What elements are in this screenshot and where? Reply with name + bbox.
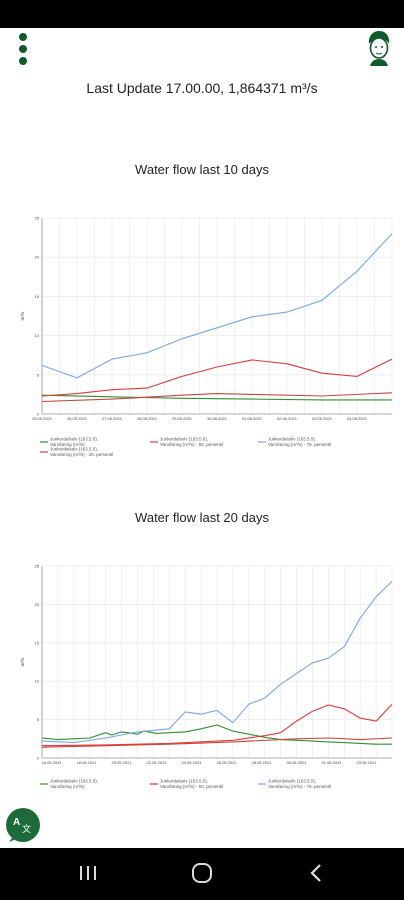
x-tick-label: 28.05.2021 — [252, 760, 273, 765]
legend-entry: Junkerdalselv (163.5.0), — [268, 779, 316, 784]
legend-entry: Vannføring (m³/s) - 75. persentil — [268, 442, 331, 447]
legend-entry: Vannføring (m³/s) — [50, 442, 85, 447]
x-tick-label: 03.06.2021 — [312, 416, 333, 421]
x-tick-label: 01.06.2021 — [322, 760, 343, 765]
x-tick-label: 02.06.2021 — [277, 416, 298, 421]
legend-entry: Vannføring (m³/s) — [50, 784, 85, 789]
translate-icon: A 文 — [9, 817, 31, 842]
x-tick-label: 26.05.2021 — [217, 760, 238, 765]
svg-text:文: 文 — [22, 823, 31, 835]
x-tick-label: 03.06.2021 — [357, 760, 378, 765]
x-tick-label: 27.05.2021 — [102, 416, 123, 421]
x-tick-label: 30.05.2021 — [287, 760, 308, 765]
x-tick-label: 30.05.2021 — [207, 416, 228, 421]
chart-title-20-days: Water flow last 20 days — [135, 510, 269, 525]
x-tick-label: 26.05.2021 — [67, 416, 88, 421]
app-screen: Last Update 17.00.00, 1,864371 m³/s Wate… — [0, 28, 404, 848]
y-tick-label: 5 — [37, 717, 40, 722]
x-tick-label: 29.05.2021 — [172, 416, 193, 421]
series-line-3 — [41, 737, 393, 748]
y-tick-label: 25 — [35, 216, 40, 221]
legend-entry: Vannføring (m³/s) - 75. persentil — [268, 784, 331, 789]
x-tick-label: 20.05.2021 — [112, 760, 133, 765]
legend-entry: Junkerdalselv (163.5.0), — [50, 779, 98, 784]
series-line-3 — [41, 392, 393, 403]
series-line-1 — [41, 703, 393, 747]
y-tick-label: 0 — [37, 756, 40, 761]
x-tick-label: 24.05.2021 — [182, 760, 203, 765]
series-line-2 — [41, 233, 393, 379]
series-line-0 — [41, 724, 392, 745]
y-tick-label: 0 — [37, 412, 40, 417]
x-tick-label: 04.06.2021 — [347, 416, 368, 421]
home-icon[interactable] — [182, 860, 222, 888]
x-tick-label: 25.05.2021 — [32, 416, 53, 421]
chart-title-10-days: Water flow last 10 days — [135, 162, 269, 177]
series-line-1 — [41, 358, 393, 397]
series-line-2 — [41, 581, 393, 744]
svg-text:A: A — [13, 817, 20, 828]
y-tick-label: 5 — [37, 372, 40, 377]
legend-entry: Vannføring (m³/s) - 50. persentil — [160, 442, 223, 447]
legend-entry: Junkerdalselv (163.5.0), — [160, 437, 208, 442]
user-avatar-icon[interactable] — [364, 30, 394, 66]
y-tick-label: 15 — [35, 294, 40, 299]
x-tick-label: 22.05.2021 — [147, 760, 168, 765]
x-tick-label: 28.05.2021 — [137, 416, 158, 421]
y-axis-label: m³/s — [20, 311, 25, 320]
y-tick-label: 10 — [35, 333, 40, 338]
back-icon[interactable] — [296, 860, 336, 888]
legend-entry: Junkerdalselv (163.5.0), — [50, 447, 98, 452]
legend-entry: Vannføring (m³/s) - 50. persentil — [160, 784, 223, 789]
y-tick-label: 20 — [35, 602, 40, 607]
legend-entry: Junkerdalselv (163.5.0), — [160, 779, 208, 784]
chart-water-flow-10-days: 0 5 10 15 20 25 m³/s 25.05.2021 26.05.2021 27.05.… — [20, 216, 393, 457]
recent-apps-icon[interactable] — [68, 860, 108, 888]
y-tick-label: 25 — [35, 564, 40, 569]
legend-entry: Vannføring (m³/s) - 25. persentil — [50, 452, 113, 457]
y-tick-label: 10 — [35, 679, 40, 684]
chart-water-flow-20-days: 0 5 10 15 20 25 m³/s 16.05.2021 18.05.2021 20.05.… — [20, 564, 393, 789]
legend-entry: Junkerdalselv (163.5.0), — [268, 437, 316, 442]
y-tick-label: 15 — [35, 640, 40, 645]
more-vertical-icon[interactable] — [12, 32, 36, 66]
x-tick-label: 18.05.2021 — [77, 760, 98, 765]
series-line-0 — [41, 394, 392, 401]
status-bar — [0, 0, 404, 28]
translate-button[interactable]: A 文 — [6, 808, 40, 842]
system-nav-bar — [0, 848, 404, 900]
y-axis-label: m³/s — [20, 657, 25, 666]
y-tick-label: 20 — [35, 255, 40, 260]
x-tick-label: 01.06.2021 — [242, 416, 263, 421]
legend-entry: Junkerdalselv (163.5.0), — [50, 437, 98, 442]
x-tick-label: 16.05.2021 — [42, 760, 63, 765]
last-update-text: Last Update 17.00.00, 1,864371 m³/s — [86, 80, 318, 96]
